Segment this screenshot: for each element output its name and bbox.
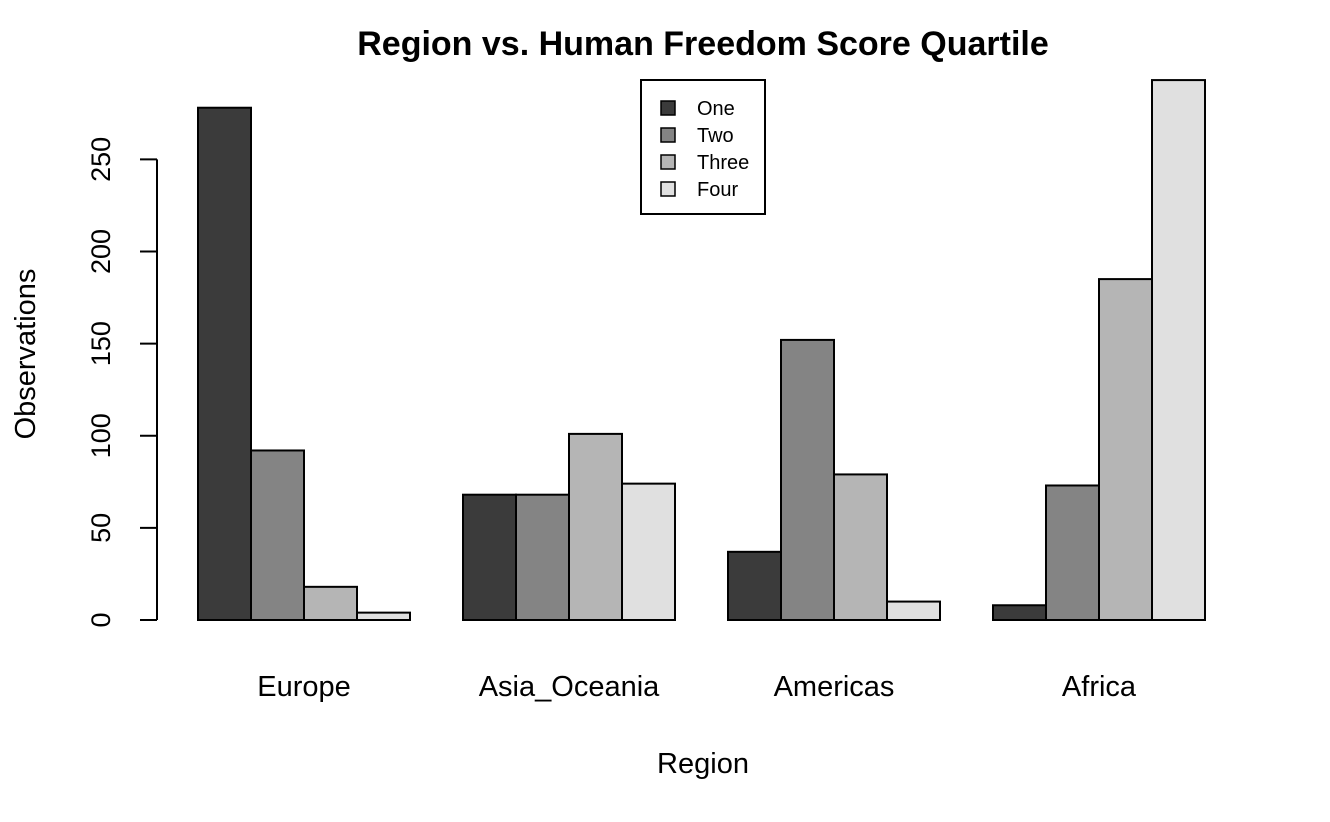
bar-africa-four (1151, 79, 1206, 621)
y-axis-label: Observations (10, 269, 42, 440)
y-tick-label: 200 (86, 229, 116, 274)
y-tick-label: 250 (86, 137, 116, 182)
bar-americas-one (727, 550, 782, 622)
y-tick-label: 100 (86, 413, 116, 458)
bar-asia-oceania-one (462, 493, 517, 622)
legend-label-two: Two (697, 125, 734, 147)
bar-americas-four (886, 600, 941, 621)
bar-europe-four (356, 611, 411, 622)
category-labels: Europe Asia_Oceania Americas Africa (257, 671, 1137, 703)
bar-europe-one (197, 106, 252, 622)
legend: One Two Three Four (640, 79, 766, 215)
y-axis: 0 50 100 150 200 250 (86, 137, 158, 628)
y-tick-label: 150 (86, 321, 116, 366)
bar-europe-three (303, 585, 358, 622)
legend-swatch-three (660, 154, 676, 170)
bar-europe-two (250, 449, 305, 621)
bar-asia-oceania-three (568, 432, 623, 621)
bar-asia-oceania-four (621, 482, 676, 621)
bar-americas-two (780, 338, 835, 621)
legend-label-one: One (697, 98, 735, 120)
category-label: Asia_Oceania (479, 671, 660, 703)
legend-label-three: Three (697, 152, 749, 174)
legend-swatch-two (660, 127, 676, 143)
bars-group (197, 79, 1206, 622)
x-axis-label: Region (657, 748, 749, 780)
y-tick-label: 0 (86, 612, 116, 627)
category-label: Americas (774, 671, 895, 703)
bar-africa-three (1098, 278, 1153, 621)
chart-title: Region vs. Human Freedom Score Quartile (357, 25, 1049, 63)
category-label: Europe (257, 671, 351, 703)
bar-asia-oceania-two (515, 493, 570, 622)
bar-americas-three (833, 473, 888, 621)
bar-africa-two (1045, 484, 1100, 622)
category-label: Africa (1062, 671, 1137, 703)
y-tick-label: 50 (86, 513, 116, 543)
legend-label-four: Four (697, 179, 738, 201)
bar-africa-one (992, 604, 1047, 622)
legend-swatch-one (660, 100, 676, 116)
legend-swatch-four (660, 181, 676, 197)
